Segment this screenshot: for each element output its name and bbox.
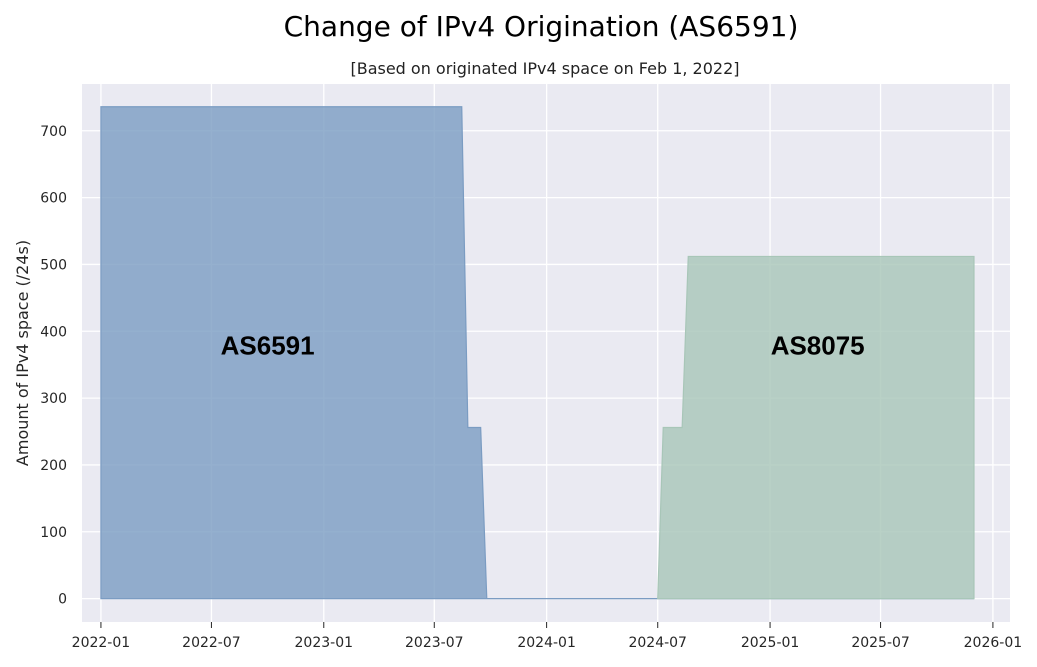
x-tick-label: 2024-07 [628,635,687,651]
chart-title: Change of IPv4 Origination (AS6591) [283,10,799,43]
x-tick-label: 2022-07 [182,635,241,651]
x-tick-label: 2023-07 [405,635,464,651]
x-tick-label: 2026-01 [964,635,1023,651]
y-tick-label: 200 [40,458,67,474]
chart-subtitle: [Based on originated IPv4 space on Feb 1… [350,59,740,78]
x-tick-label: 2025-07 [851,635,910,651]
x-tick-label: 2024-01 [517,635,576,651]
y-tick-label: 0 [58,592,67,608]
y-axis-label: Amount of IPv4 space (/24s) [13,240,32,466]
series-label-as6591: AS6591 [221,331,315,361]
y-tick-label: 700 [40,124,67,140]
series-label-as8075: AS8075 [771,331,865,361]
series-area-as8075 [657,255,975,600]
y-tick-label: 600 [40,191,67,207]
y-tick-label: 500 [40,257,67,273]
x-tick-label: 2023-01 [295,635,354,651]
x-tick-label: 2025-01 [741,635,800,651]
y-tick-label: 100 [40,525,67,541]
y-tick-label: 400 [40,324,67,340]
x-tick-label: 2022-01 [72,635,131,651]
y-tick-label: 300 [40,391,67,407]
